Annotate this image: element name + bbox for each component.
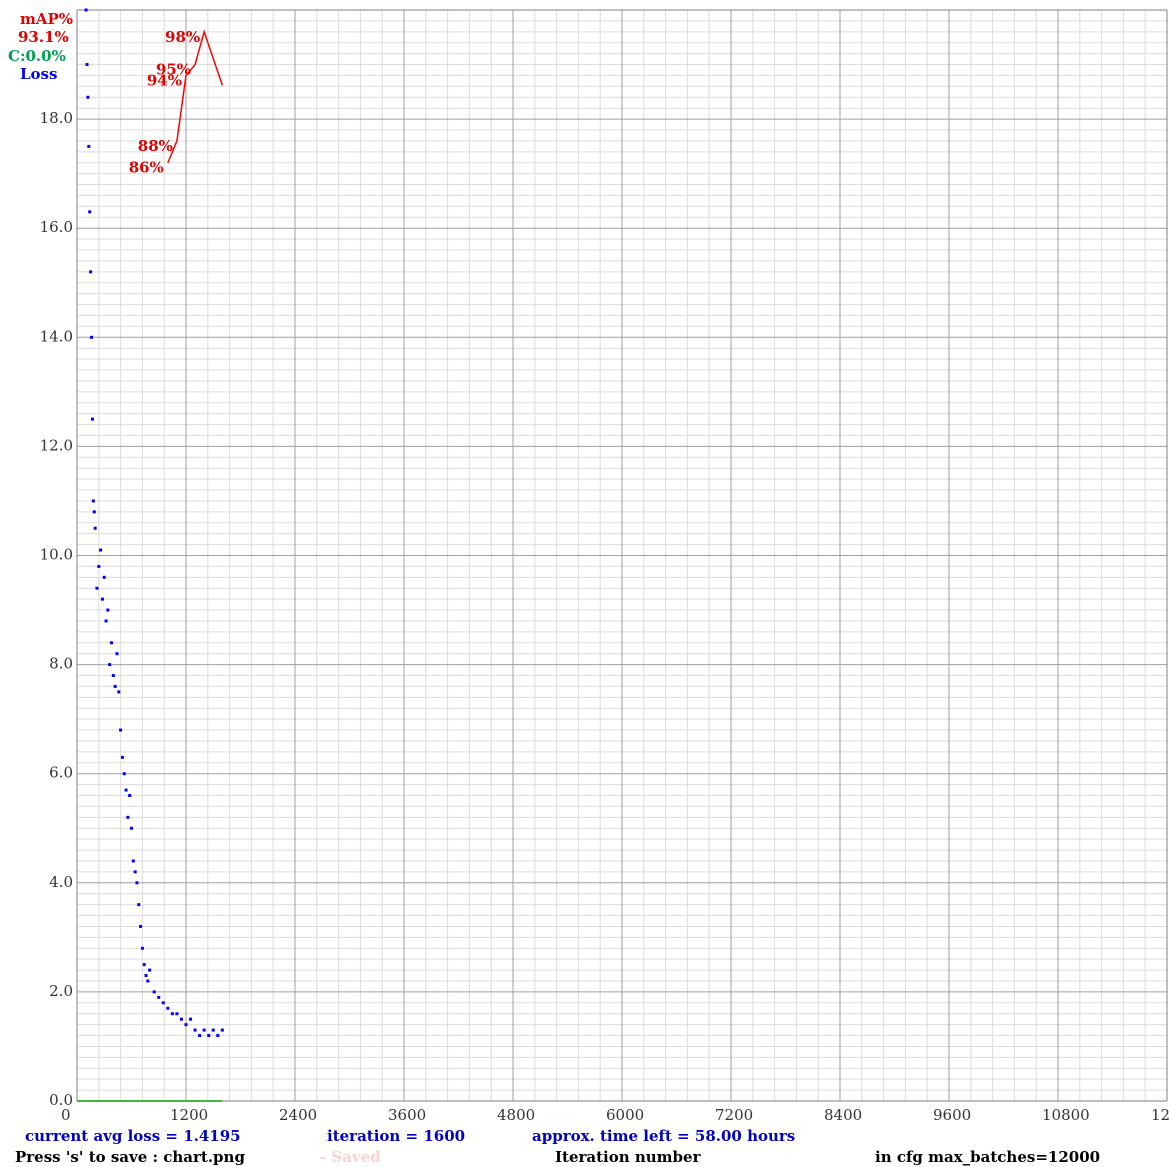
x-tick-label: 12 [1151,1106,1170,1124]
legend-map-value: 93.1% [18,28,69,46]
map-label: 95% [156,61,191,79]
loss-point [92,510,96,514]
loss-point [84,8,88,12]
loss-point [148,968,152,972]
loss-point [90,335,94,339]
loss-point [152,990,156,994]
loss-point [146,979,150,983]
map-label: 94% [147,71,182,89]
loss-point [175,1012,179,1016]
loss-point [216,1034,220,1038]
loss-point [161,1001,165,1005]
loss-point [85,63,89,67]
y-tick-label: 2.0 [49,982,73,1000]
loss-point [90,417,94,421]
y-tick-label: 10.0 [40,546,73,564]
loss-point [102,575,106,579]
legend-c: C:0.0% [8,47,66,65]
loss-point [193,1028,197,1032]
map-label: 98% [165,28,200,46]
loss-point [133,870,137,874]
y-tick-label: 6.0 [49,764,73,782]
loss-point [202,1028,206,1032]
loss-point [95,586,99,590]
loss-point [198,1034,202,1038]
loss-point [120,755,124,759]
x-tick-label: 9600 [933,1106,971,1124]
loss-point [122,772,126,776]
loss-point [89,270,93,274]
loss-point [110,641,114,645]
x-tick-label: 1200 [170,1106,208,1124]
loss-point [137,903,141,907]
loss-point [87,144,91,148]
loss-point [97,564,101,568]
map-label: 88% [138,137,173,155]
x-tick-label: 4800 [497,1106,535,1124]
x-tick-label: 0 [61,1106,71,1124]
loss-point [117,690,121,694]
loss-point [139,924,143,928]
loss-point [99,548,103,552]
loss-point [91,499,95,503]
loss-point [130,826,133,830]
y-tick-label: 12.0 [40,436,73,454]
loss-point [144,974,148,978]
loss-point [184,1023,188,1027]
loss-point [157,995,161,999]
x-tick-label: 2400 [279,1106,317,1124]
loss-point [104,619,108,623]
loss-point [207,1034,211,1038]
loss-point [111,674,115,678]
x-tick-label: 6000 [606,1106,644,1124]
y-tick-label: 4.0 [49,873,73,891]
map-label: 86% [129,159,164,177]
y-tick-label: 14.0 [40,327,73,345]
x-axis-label: Iteration number [555,1148,702,1166]
loss-point [211,1028,215,1032]
loss-point [88,210,92,214]
loss-point [131,859,135,863]
x-tick-label: 10800 [1042,1106,1090,1124]
loss-point [128,794,132,798]
loss-point [220,1028,224,1032]
status-loss: current avg loss = 1.4195 [25,1127,241,1145]
x-tick-label: 3600 [388,1106,426,1124]
loss-point [140,946,144,950]
y-tick-label: 18.0 [40,109,73,127]
footer-max-batches: in cfg max_batches=12000 [875,1148,1100,1166]
loss-point [135,881,139,885]
loss-point [142,963,146,967]
loss-point [126,815,130,819]
y-tick-label: 8.0 [49,655,73,673]
loss-point [179,1017,183,1021]
y-tick-label: 16.0 [40,218,73,236]
status-time: approx. time left = 58.00 hours [532,1127,795,1145]
legend-map: mAP% [20,10,73,28]
loss-point [100,597,104,601]
y-tick-label: 0.0 [49,1091,73,1109]
loss-point [119,728,123,732]
loss-point [86,95,90,99]
loss-point [113,684,117,688]
loss-point [124,788,128,792]
loss-point [108,663,112,667]
footer-save: Press 's' to save : chart.png [15,1148,245,1166]
footer-saved: - Saved [320,1148,381,1166]
legend-loss: Loss [20,65,57,83]
map-line [167,29,224,164]
loss-point [106,608,110,612]
loss-point [115,652,119,656]
x-tick-label: 7200 [715,1106,753,1124]
loss-point [170,1012,174,1016]
loss-point [93,526,97,530]
loss-point [166,1006,170,1010]
loss-point [189,1017,193,1021]
status-iteration: iteration = 1600 [327,1127,465,1145]
x-tick-label: 8400 [824,1106,862,1124]
